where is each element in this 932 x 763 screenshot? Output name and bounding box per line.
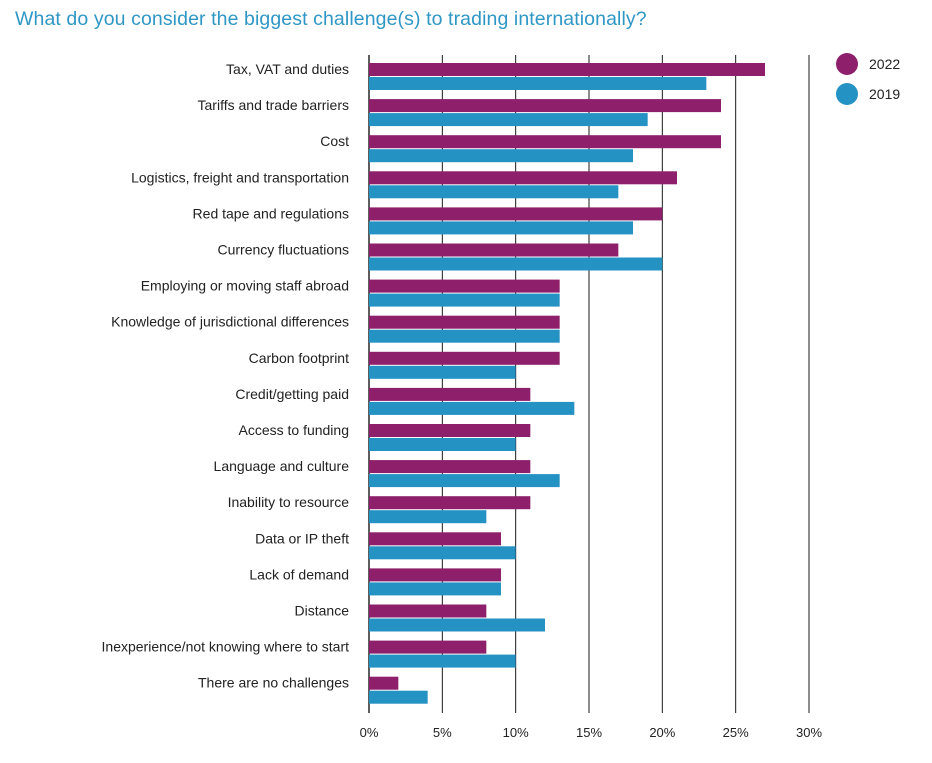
bar-2019: [369, 113, 648, 127]
category-label: Distance: [295, 603, 350, 619]
category-label: Employing or moving staff abroad: [141, 278, 349, 294]
category-label: Carbon footprint: [249, 350, 350, 366]
bar-2022: [369, 387, 531, 401]
category-label: Red tape and regulations: [193, 205, 349, 221]
bars: [369, 63, 765, 704]
bar-2022: [369, 460, 531, 474]
category-label: Language and culture: [214, 458, 350, 474]
bar-2022: [369, 424, 531, 437]
bar-2022: [369, 568, 501, 582]
bar-2019: [369, 438, 516, 451]
bar-2022: [369, 532, 501, 546]
bar-2019: [369, 690, 428, 704]
bar-2022: [369, 171, 677, 185]
chart-title: What do you consider the biggest challen…: [15, 8, 647, 30]
bar-2019: [369, 149, 633, 163]
category-label: Logistics, freight and transportation: [131, 169, 349, 185]
bar-2019: [369, 582, 501, 596]
bar-2019: [369, 77, 707, 90]
bar-2019: [369, 293, 560, 307]
legend-label-2019: 2019: [869, 86, 900, 102]
legend: 2022 2019: [836, 53, 900, 105]
category-label: Lack of demand: [249, 566, 349, 582]
grid-lines: [368, 55, 810, 713]
x-tick-label: 5%: [433, 725, 452, 740]
bar-2022: [369, 351, 560, 365]
category-label: Data or IP theft: [255, 530, 349, 546]
bar-2022: [369, 99, 721, 113]
bar-2022: [369, 676, 399, 690]
bar-2019: [369, 329, 560, 343]
bar-2022: [369, 135, 721, 149]
x-tick-label: 10%: [503, 725, 529, 740]
legend-marker-2022: [836, 53, 858, 75]
category-label: Credit/getting paid: [235, 386, 349, 402]
bar-2019: [369, 401, 575, 415]
bar-2022: [369, 640, 487, 654]
bar-2022: [369, 315, 560, 329]
bar-2019: [369, 257, 663, 271]
category-label: Access to funding: [238, 422, 349, 438]
bar-2019: [369, 365, 516, 379]
category-labels: Tax, VAT and duties Tariffs and trade bar…: [102, 61, 350, 691]
legend-marker-2019: [836, 83, 858, 105]
bar-2022: [369, 243, 619, 257]
x-tick-label: 30%: [796, 725, 822, 740]
x-tick-label: 25%: [723, 725, 749, 740]
bar-2022: [369, 63, 765, 76]
bar-2019: [369, 474, 560, 488]
x-axis-ticks: 0% 5% 10% 15% 20% 25% 30%: [360, 725, 823, 740]
bar-2019: [369, 221, 633, 235]
x-tick-label: 0%: [360, 725, 379, 740]
category-label: There are no challenges: [198, 675, 349, 691]
category-label: Tax, VAT and duties: [226, 61, 349, 77]
category-label: Currency fluctuations: [217, 242, 349, 258]
x-tick-label: 15%: [576, 725, 602, 740]
bar-2022: [369, 279, 560, 293]
category-label: Tariffs and trade barriers: [198, 97, 349, 113]
legend-label-2022: 2022: [869, 56, 900, 72]
bar-2022: [369, 496, 531, 510]
category-label: Knowledge of jurisdictional differences: [111, 314, 349, 330]
bar-2019: [369, 654, 516, 668]
category-label: Cost: [320, 133, 349, 149]
category-label: Inability to resource: [228, 494, 350, 510]
bar-2019: [369, 546, 516, 560]
bar-2019: [369, 185, 619, 199]
bar-2022: [369, 207, 663, 221]
bar-2019: [369, 510, 487, 524]
bar-2022: [369, 604, 487, 618]
category-label: Inexperience/not knowing where to start: [102, 639, 350, 655]
x-tick-label: 20%: [649, 725, 675, 740]
bar-2019: [369, 618, 545, 632]
